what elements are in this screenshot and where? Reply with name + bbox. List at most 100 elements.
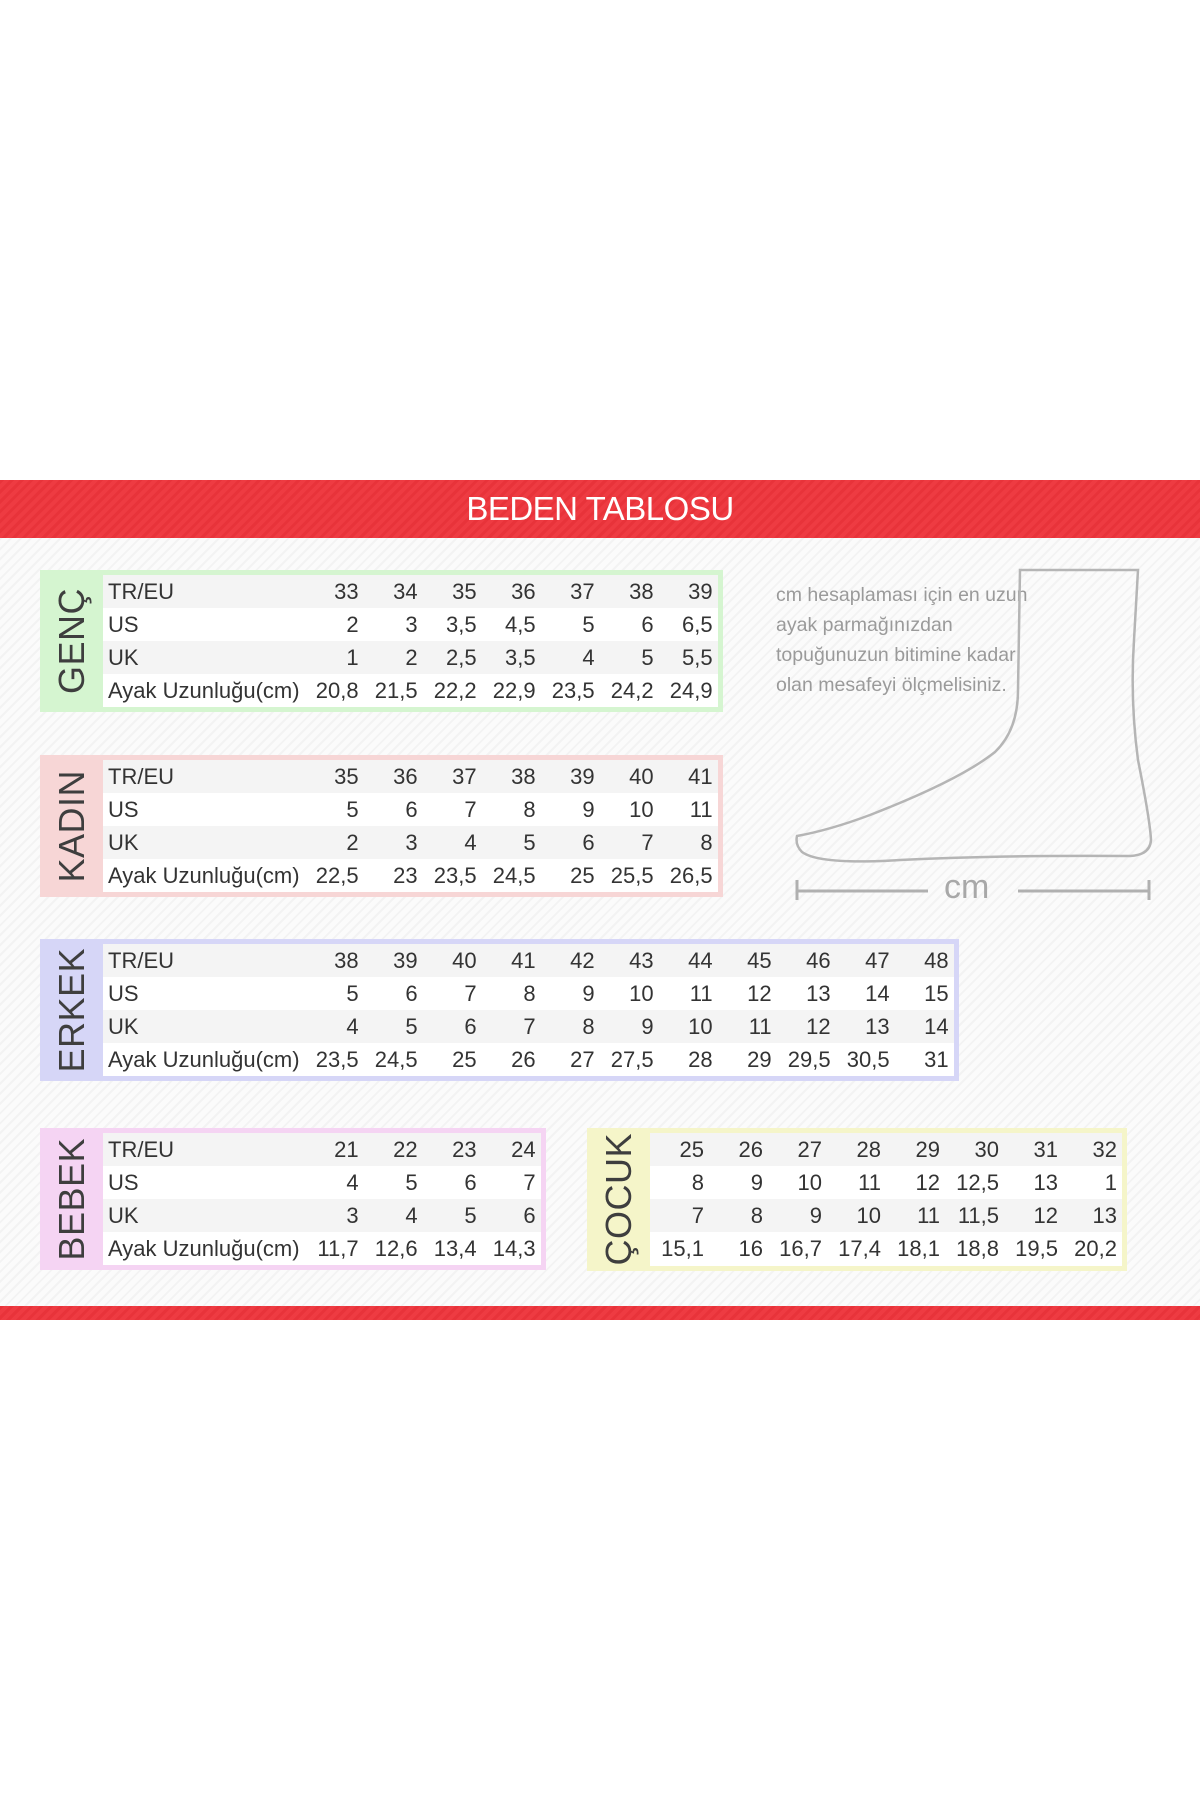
size-value: 22,2 — [433, 677, 477, 703]
size-value: 4 — [464, 829, 477, 855]
size-grid: 25 26 27 28 29 30 31 32 8 9 10 11 12 12,5 13 1 7 8 9 10 11 11… — [650, 1133, 1122, 1266]
size-value: 6 — [582, 829, 595, 855]
size-value: 38 — [629, 578, 654, 604]
size-grid: TR/EU 38 39 40 41 42 43 44 45 46 47 48 US 5 6 7 8 9 10 11 12… — [103, 944, 954, 1076]
size-value: 6,5 — [681, 611, 713, 637]
size-value: 29 — [747, 1046, 772, 1072]
size-value: 17,4 — [838, 1235, 881, 1261]
size-value: 22,9 — [492, 677, 536, 703]
size-value: 39 — [688, 578, 713, 604]
size-value: 6 — [405, 796, 418, 822]
table-row: UK 2 3 4 5 6 7 8 — [103, 826, 718, 859]
row-label: Ayak Uzunluğu(cm) — [108, 1235, 300, 1261]
size-value: 22,5 — [315, 862, 359, 888]
table-row: US 5 6 7 8 9 10 11 — [103, 793, 718, 826]
size-value: 24,9 — [669, 677, 713, 703]
size-value: 7 — [523, 1013, 536, 1039]
category-label: KADIN — [40, 760, 103, 892]
category-label-text: ERKEK — [50, 947, 92, 1073]
size-value: 11 — [748, 1013, 772, 1039]
size-value: 48 — [924, 947, 949, 973]
row-label: US — [108, 1169, 139, 1195]
table-row: Ayak Uzunluğu(cm) 11,7 12,6 13,4 14,3 — [103, 1232, 541, 1265]
size-value: 6 — [464, 1013, 477, 1039]
size-value: 24,5 — [374, 1046, 418, 1072]
category-label: ERKEK — [40, 944, 103, 1076]
category-label: GENÇ — [40, 575, 103, 707]
size-value: 9 — [641, 1013, 654, 1039]
size-value: 29,5 — [787, 1046, 831, 1072]
size-value: 15,1 — [661, 1235, 704, 1261]
size-value: 9 — [750, 1169, 763, 1195]
size-grid: TR/EU 35 36 37 38 39 40 41 US 5 6 7 8 9 10 11 UK 2 3 4 5 6 7 8 A… — [103, 760, 718, 892]
size-value: 31 — [924, 1046, 949, 1072]
size-grid: TR/EU 33 34 35 36 37 38 39 US 2 3 3,5 4,5 5 6 6,5 UK 1 2 2,… — [103, 575, 718, 707]
size-value: 40 — [629, 763, 654, 789]
size-value: 18,8 — [956, 1235, 999, 1261]
size-value: 24,5 — [492, 862, 536, 888]
row-label: TR/EU — [108, 1136, 174, 1162]
size-value: 13 — [1092, 1202, 1117, 1228]
size-value: 2 — [405, 644, 418, 670]
size-value: 39 — [393, 947, 418, 973]
size-value: 12 — [806, 1013, 831, 1039]
size-value: 11 — [689, 796, 713, 822]
size-value: 25 — [452, 1046, 477, 1072]
table-row: TR/EU 35 36 37 38 39 40 41 — [103, 760, 718, 793]
size-value: 12 — [1033, 1202, 1058, 1228]
row-label: Ayak Uzunluğu(cm) — [108, 862, 300, 888]
size-value: 31 — [1033, 1136, 1058, 1162]
size-value: 46 — [806, 947, 831, 973]
size-value: 40 — [452, 947, 477, 973]
table-row: UK 3 4 5 6 — [103, 1199, 541, 1232]
table-row: UK 1 2 2,5 3,5 4 5 5,5 — [103, 641, 718, 674]
size-value: 4,5 — [504, 611, 536, 637]
table-row: Ayak Uzunluğu(cm) 22,5 23 23,5 24,5 25 25,5 26,… — [103, 859, 718, 892]
table-row: 7 8 9 10 11 11,5 12 13 — [650, 1199, 1122, 1233]
row-label: TR/EU — [108, 947, 174, 973]
size-value: 7 — [523, 1169, 536, 1195]
size-value: 6 — [641, 611, 654, 637]
size-value: 1 — [1104, 1169, 1117, 1195]
table-row: TR/EU 21 22 23 24 — [103, 1133, 541, 1166]
row-label: UK — [108, 644, 139, 670]
size-value: 20,8 — [315, 677, 359, 703]
size-value: 4 — [346, 1013, 359, 1039]
size-value: 28 — [856, 1136, 881, 1162]
category-label-text: BEBEK — [50, 1137, 92, 1261]
size-value: 5 — [405, 1013, 418, 1039]
size-value: 5 — [346, 980, 359, 1006]
size-value: 26 — [738, 1136, 763, 1162]
size-table-genc: GENÇ TR/EU 33 34 35 36 37 38 39 US 2 3 3,5 4,5 5 6 6,5 UK… — [40, 570, 723, 712]
size-value: 30,5 — [846, 1046, 890, 1072]
table-row: Ayak Uzunluğu(cm) 23,5 24,5 25 26 27 27,5 28 29 2… — [103, 1043, 954, 1076]
size-value: 15 — [924, 980, 949, 1006]
footer-bar — [0, 1306, 1200, 1320]
row-label: Ayak Uzunluğu(cm) — [108, 1046, 300, 1072]
size-value: 3 — [346, 1202, 359, 1228]
size-value: 11 — [689, 980, 713, 1006]
size-value: 37 — [452, 763, 477, 789]
size-value: 3 — [405, 829, 418, 855]
table-row: UK 4 5 6 7 8 9 10 11 12 13 14 — [103, 1010, 954, 1043]
size-value: 11,5 — [957, 1202, 999, 1228]
size-value: 23,5 — [551, 677, 595, 703]
size-value: 10 — [629, 796, 654, 822]
size-value: 12 — [747, 980, 772, 1006]
size-value: 10 — [688, 1013, 713, 1039]
size-value: 24 — [511, 1136, 536, 1162]
size-value: 8 — [523, 980, 536, 1006]
size-value: 36 — [511, 578, 536, 604]
size-value: 6 — [523, 1202, 536, 1228]
size-table-kadin: KADIN TR/EU 35 36 37 38 39 40 41 US 5 6 7 8 9 10 11 UK 2 3 4… — [40, 755, 723, 897]
size-value: 6 — [464, 1169, 477, 1195]
table-row: Ayak Uzunluğu(cm) 20,8 21,5 22,2 22,9 23,5 24,… — [103, 674, 718, 707]
size-value: 36 — [393, 763, 418, 789]
row-label: UK — [108, 1202, 139, 1228]
size-value: 8 — [691, 1169, 704, 1195]
category-label-text: ÇOCUK — [597, 1133, 639, 1266]
title-banner: BEDEN TABLOSU — [0, 480, 1200, 538]
size-value: 47 — [865, 947, 890, 973]
size-value: 2 — [346, 829, 359, 855]
category-label-text: KADIN — [50, 769, 92, 883]
